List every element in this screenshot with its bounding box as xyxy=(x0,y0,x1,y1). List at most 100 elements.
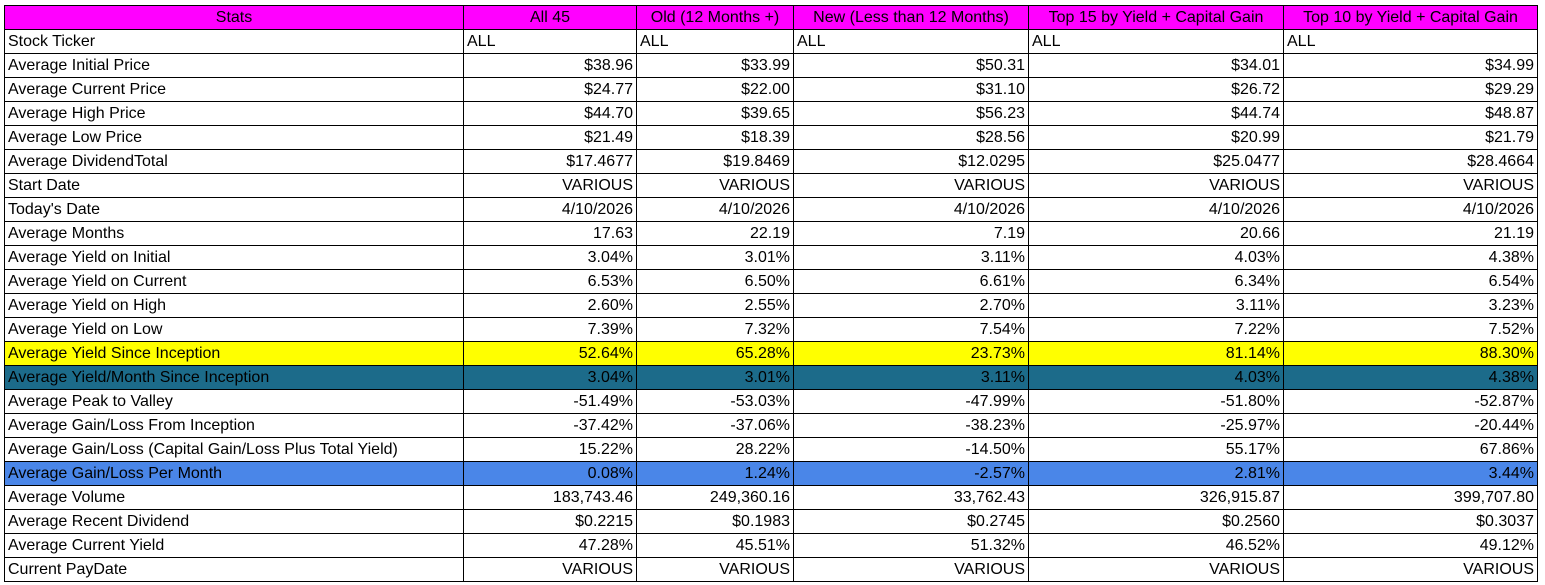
value-cell[interactable]: VARIOUS xyxy=(636,557,794,582)
value-cell[interactable]: $25.0477 xyxy=(1028,149,1284,174)
value-cell[interactable]: ALL xyxy=(1283,29,1538,54)
row-label-cell[interactable]: Average DividendTotal xyxy=(4,149,464,174)
value-cell[interactable]: 3.11% xyxy=(1028,293,1284,318)
value-cell[interactable]: 3.44% xyxy=(1283,461,1538,486)
value-cell[interactable]: $56.23 xyxy=(793,101,1029,126)
row-label-cell[interactable]: Average High Price xyxy=(4,101,464,126)
value-cell[interactable]: VARIOUS xyxy=(1283,173,1538,198)
value-cell[interactable]: $50.31 xyxy=(793,53,1029,78)
value-cell[interactable]: 4/10/2026 xyxy=(793,197,1029,222)
value-cell[interactable]: $28.56 xyxy=(793,125,1029,150)
row-label-cell[interactable]: Average Volume xyxy=(4,485,464,510)
value-cell[interactable]: 22.19 xyxy=(636,221,794,246)
value-cell[interactable]: 0.08% xyxy=(463,461,637,486)
value-cell[interactable]: 6.54% xyxy=(1283,269,1538,294)
row-label-cell[interactable]: Average Yield on Low xyxy=(4,317,464,342)
value-cell[interactable]: -20.44% xyxy=(1283,413,1538,438)
value-cell[interactable]: VARIOUS xyxy=(1028,173,1284,198)
value-cell[interactable]: -38.23% xyxy=(793,413,1029,438)
row-label-cell[interactable]: Average Initial Price xyxy=(4,53,464,78)
value-cell[interactable]: 4/10/2026 xyxy=(1283,197,1538,222)
row-label-cell[interactable]: Average Gain/Loss (Capital Gain/Loss Plu… xyxy=(4,437,464,462)
value-cell[interactable]: 6.34% xyxy=(1028,269,1284,294)
value-cell[interactable]: 7.32% xyxy=(636,317,794,342)
value-cell[interactable]: 183,743.46 xyxy=(463,485,637,510)
value-cell[interactable]: 65.28% xyxy=(636,341,794,366)
value-cell[interactable]: 21.19 xyxy=(1283,221,1538,246)
value-cell[interactable]: VARIOUS xyxy=(1283,557,1538,582)
value-cell[interactable]: $31.10 xyxy=(793,77,1029,102)
value-cell[interactable]: $28.4664 xyxy=(1283,149,1538,174)
value-cell[interactable]: 4/10/2026 xyxy=(636,197,794,222)
row-label-cell[interactable]: Average Recent Dividend xyxy=(4,509,464,534)
row-label-cell[interactable]: Average Yield Since Inception xyxy=(4,341,464,366)
value-cell[interactable]: $38.96 xyxy=(463,53,637,78)
row-label-cell[interactable]: Average Peak to Valley xyxy=(4,389,464,414)
value-cell[interactable]: 3.01% xyxy=(636,245,794,270)
value-cell[interactable]: 15.22% xyxy=(463,437,637,462)
value-cell[interactable]: $20.99 xyxy=(1028,125,1284,150)
value-cell[interactable]: 1.24% xyxy=(636,461,794,486)
row-label-cell[interactable]: Average Current Yield xyxy=(4,533,464,558)
value-cell[interactable]: $22.00 xyxy=(636,77,794,102)
header-cell-top10[interactable]: Top 10 by Yield + Capital Gain xyxy=(1283,5,1538,30)
value-cell[interactable]: 52.64% xyxy=(463,341,637,366)
value-cell[interactable]: 33,762.43 xyxy=(793,485,1029,510)
value-cell[interactable]: -53.03% xyxy=(636,389,794,414)
value-cell[interactable]: 2.70% xyxy=(793,293,1029,318)
value-cell[interactable]: 20.66 xyxy=(1028,221,1284,246)
row-label-cell[interactable]: Average Gain/Loss Per Month xyxy=(4,461,464,486)
value-cell[interactable]: VARIOUS xyxy=(1028,557,1284,582)
value-cell[interactable]: $21.49 xyxy=(463,125,637,150)
value-cell[interactable]: 88.30% xyxy=(1283,341,1538,366)
value-cell[interactable]: $26.72 xyxy=(1028,77,1284,102)
value-cell[interactable]: 3.11% xyxy=(793,365,1029,390)
value-cell[interactable]: $39.65 xyxy=(636,101,794,126)
value-cell[interactable]: -14.50% xyxy=(793,437,1029,462)
value-cell[interactable]: 249,360.16 xyxy=(636,485,794,510)
value-cell[interactable]: $0.2560 xyxy=(1028,509,1284,534)
value-cell[interactable]: 2.60% xyxy=(463,293,637,318)
value-cell[interactable]: -51.80% xyxy=(1028,389,1284,414)
header-cell-stats[interactable]: Stats xyxy=(4,5,464,30)
value-cell[interactable]: 3.23% xyxy=(1283,293,1538,318)
value-cell[interactable]: 7.19 xyxy=(793,221,1029,246)
value-cell[interactable]: 7.39% xyxy=(463,317,637,342)
value-cell[interactable]: $0.1983 xyxy=(636,509,794,534)
value-cell[interactable]: 3.11% xyxy=(793,245,1029,270)
value-cell[interactable]: $34.99 xyxy=(1283,53,1538,78)
value-cell[interactable]: 47.28% xyxy=(463,533,637,558)
value-cell[interactable]: 4.38% xyxy=(1283,245,1538,270)
header-cell-new[interactable]: New (Less than 12 Months) xyxy=(793,5,1029,30)
header-cell-top15[interactable]: Top 15 by Yield + Capital Gain xyxy=(1028,5,1284,30)
value-cell[interactable]: VARIOUS xyxy=(793,173,1029,198)
row-label-cell[interactable]: Start Date xyxy=(4,173,464,198)
value-cell[interactable]: VARIOUS xyxy=(636,173,794,198)
value-cell[interactable]: VARIOUS xyxy=(463,557,637,582)
value-cell[interactable]: 81.14% xyxy=(1028,341,1284,366)
value-cell[interactable]: -51.49% xyxy=(463,389,637,414)
value-cell[interactable]: 7.52% xyxy=(1283,317,1538,342)
header-cell-old[interactable]: Old (12 Months +) xyxy=(636,5,794,30)
value-cell[interactable]: 2.81% xyxy=(1028,461,1284,486)
value-cell[interactable]: $24.77 xyxy=(463,77,637,102)
value-cell[interactable]: VARIOUS xyxy=(463,173,637,198)
value-cell[interactable]: $21.79 xyxy=(1283,125,1538,150)
row-label-cell[interactable]: Average Yield/Month Since Inception xyxy=(4,365,464,390)
value-cell[interactable]: 6.53% xyxy=(463,269,637,294)
value-cell[interactable]: $33.99 xyxy=(636,53,794,78)
row-label-cell[interactable]: Average Months xyxy=(4,221,464,246)
row-label-cell[interactable]: Average Yield on Initial xyxy=(4,245,464,270)
value-cell[interactable]: 45.51% xyxy=(636,533,794,558)
value-cell[interactable]: $0.3037 xyxy=(1283,509,1538,534)
value-cell[interactable]: $18.39 xyxy=(636,125,794,150)
value-cell[interactable]: $17.4677 xyxy=(463,149,637,174)
value-cell[interactable]: 2.55% xyxy=(636,293,794,318)
value-cell[interactable]: 55.17% xyxy=(1028,437,1284,462)
value-cell[interactable]: 17.63 xyxy=(463,221,637,246)
value-cell[interactable]: $0.2745 xyxy=(793,509,1029,534)
value-cell[interactable]: ALL xyxy=(793,29,1029,54)
value-cell[interactable]: ALL xyxy=(636,29,794,54)
value-cell[interactable]: 326,915.87 xyxy=(1028,485,1284,510)
value-cell[interactable]: $12.0295 xyxy=(793,149,1029,174)
